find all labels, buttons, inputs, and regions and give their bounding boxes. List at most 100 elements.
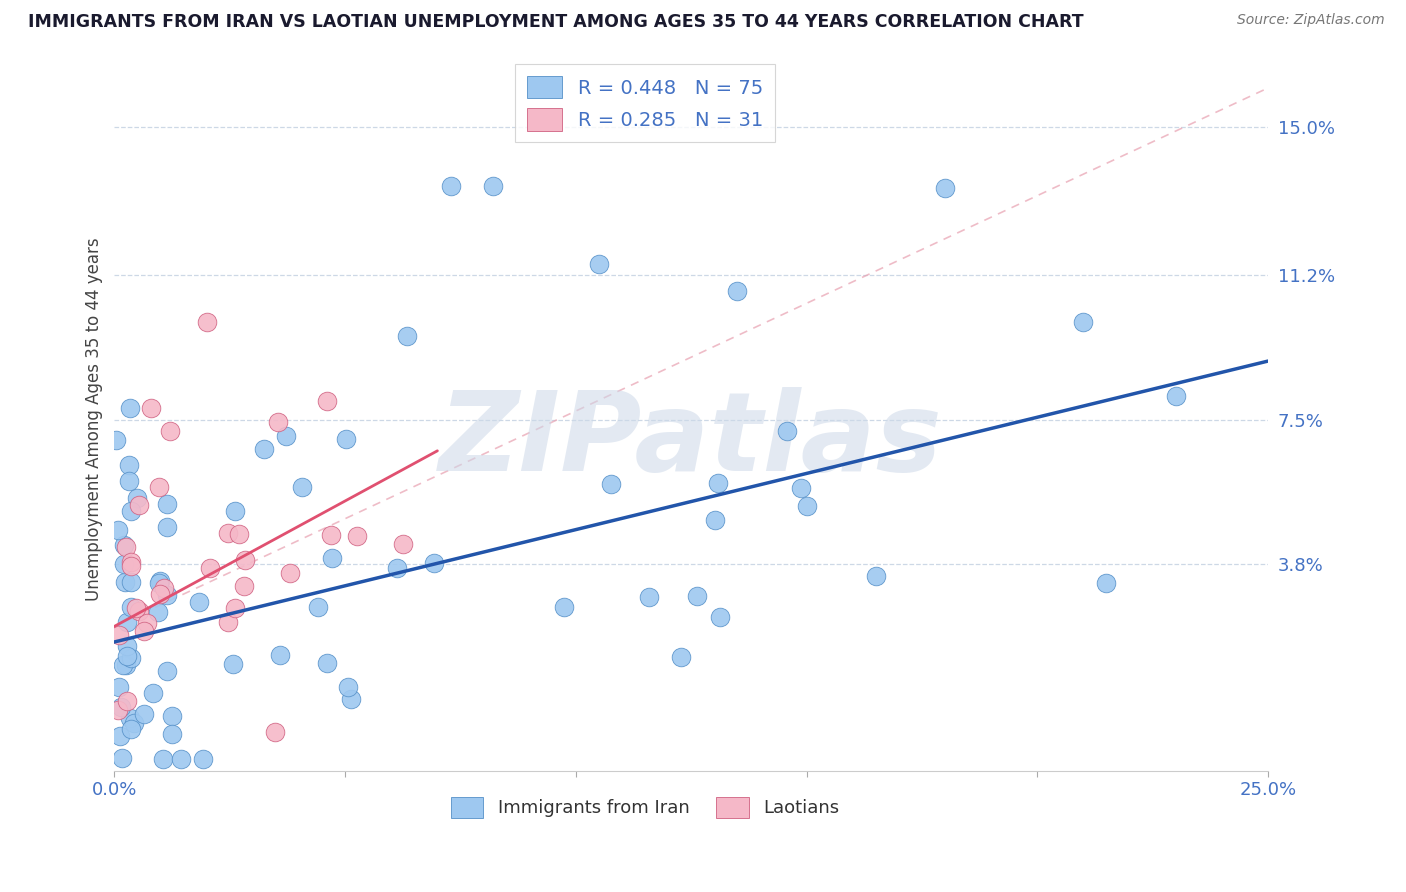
Point bbox=[335, 432, 357, 446]
Point bbox=[588, 256, 610, 270]
Point bbox=[142, 686, 165, 700]
Point bbox=[686, 589, 709, 603]
Point bbox=[114, 658, 136, 673]
Point bbox=[346, 529, 368, 543]
Point bbox=[156, 665, 179, 679]
Point bbox=[128, 604, 150, 618]
Point bbox=[725, 284, 748, 298]
Point bbox=[128, 499, 150, 513]
Point bbox=[159, 425, 181, 439]
Point bbox=[278, 566, 301, 580]
Point bbox=[253, 442, 276, 456]
Point bbox=[107, 703, 129, 717]
Point bbox=[865, 568, 887, 582]
Text: IMMIGRANTS FROM IRAN VS LAOTIAN UNEMPLOYMENT AMONG AGES 35 TO 44 YEARS CORRELATI: IMMIGRANTS FROM IRAN VS LAOTIAN UNEMPLOY… bbox=[28, 13, 1084, 31]
Point bbox=[235, 553, 257, 567]
Point bbox=[136, 616, 159, 631]
Point bbox=[1073, 315, 1095, 329]
Point bbox=[669, 650, 692, 665]
Legend: Immigrants from Iran, Laotians: Immigrants from Iran, Laotians bbox=[443, 789, 846, 825]
Point bbox=[149, 574, 172, 588]
Point bbox=[704, 513, 727, 527]
Point bbox=[120, 710, 142, 724]
Point bbox=[115, 648, 138, 663]
Point bbox=[160, 727, 183, 741]
Point bbox=[148, 480, 170, 494]
Point bbox=[117, 474, 139, 488]
Point bbox=[120, 558, 142, 573]
Point bbox=[796, 499, 818, 513]
Point bbox=[274, 429, 297, 443]
Point bbox=[315, 656, 337, 670]
Point bbox=[112, 658, 135, 673]
Point bbox=[599, 476, 621, 491]
Point bbox=[339, 691, 361, 706]
Point bbox=[120, 599, 142, 614]
Point bbox=[321, 528, 343, 542]
Point bbox=[269, 648, 291, 662]
Point bbox=[706, 475, 728, 490]
Point bbox=[134, 624, 156, 639]
Point bbox=[104, 433, 127, 447]
Point bbox=[224, 601, 246, 615]
Point bbox=[217, 615, 239, 629]
Point bbox=[110, 700, 132, 714]
Point bbox=[112, 557, 135, 571]
Point bbox=[217, 525, 239, 540]
Point bbox=[156, 519, 179, 533]
Text: Source: ZipAtlas.com: Source: ZipAtlas.com bbox=[1237, 13, 1385, 28]
Point bbox=[224, 504, 246, 518]
Point bbox=[120, 556, 142, 570]
Point bbox=[152, 752, 174, 766]
Point bbox=[125, 491, 148, 505]
Point bbox=[228, 527, 250, 541]
Point bbox=[146, 605, 169, 619]
Point bbox=[125, 601, 148, 615]
Point bbox=[232, 579, 254, 593]
Text: ZIPatlas: ZIPatlas bbox=[439, 387, 943, 494]
Point bbox=[337, 681, 360, 695]
Point bbox=[638, 590, 661, 604]
Point bbox=[156, 588, 179, 602]
Point bbox=[115, 694, 138, 708]
Point bbox=[188, 595, 211, 609]
Point bbox=[440, 178, 463, 193]
Y-axis label: Unemployment Among Ages 35 to 44 years: Unemployment Among Ages 35 to 44 years bbox=[86, 238, 103, 601]
Point bbox=[132, 707, 155, 722]
Point bbox=[195, 315, 218, 329]
Point bbox=[291, 479, 314, 493]
Point bbox=[391, 537, 413, 551]
Point bbox=[153, 581, 176, 595]
Point bbox=[709, 609, 731, 624]
Point bbox=[423, 556, 446, 570]
Point bbox=[148, 576, 170, 591]
Point bbox=[307, 599, 329, 614]
Point bbox=[481, 178, 503, 193]
Point bbox=[107, 628, 129, 642]
Point bbox=[120, 650, 142, 665]
Point bbox=[108, 729, 131, 743]
Point bbox=[1095, 576, 1118, 591]
Point bbox=[198, 561, 221, 575]
Point bbox=[114, 575, 136, 590]
Point bbox=[315, 393, 337, 408]
Point bbox=[111, 751, 134, 765]
Point bbox=[1164, 389, 1187, 403]
Point bbox=[222, 657, 245, 671]
Point bbox=[934, 180, 956, 194]
Point bbox=[122, 716, 145, 731]
Point bbox=[107, 524, 129, 538]
Point bbox=[115, 615, 138, 629]
Point bbox=[112, 538, 135, 552]
Point bbox=[191, 752, 214, 766]
Point bbox=[790, 481, 813, 495]
Point bbox=[107, 680, 129, 694]
Point bbox=[118, 458, 141, 473]
Point bbox=[120, 723, 142, 737]
Point bbox=[141, 401, 163, 415]
Point bbox=[120, 574, 142, 589]
Point bbox=[170, 752, 193, 766]
Point bbox=[321, 550, 343, 565]
Point bbox=[264, 724, 287, 739]
Point bbox=[156, 498, 179, 512]
